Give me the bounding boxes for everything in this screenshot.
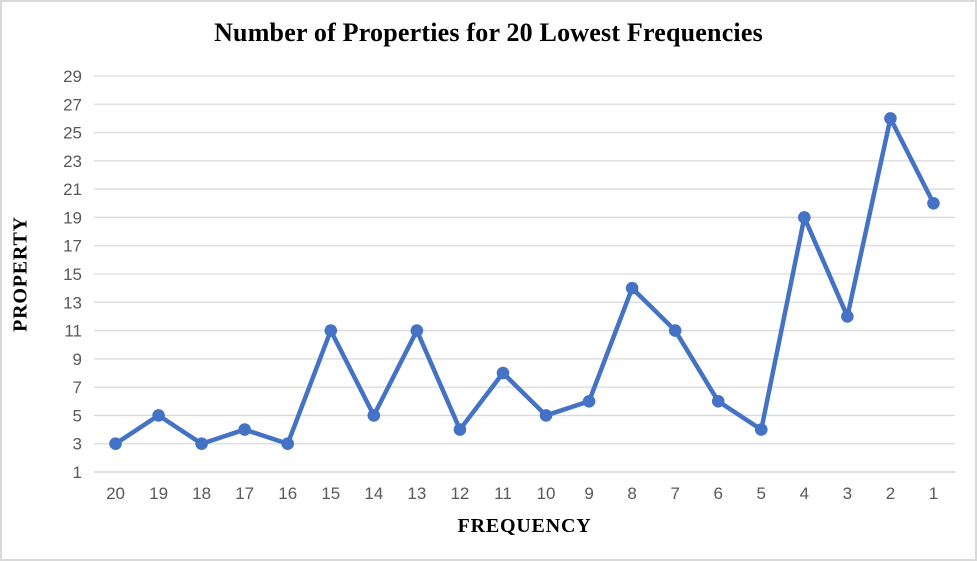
x-tick-label: 5 [757, 484, 766, 503]
y-tick-label: 29 [63, 67, 82, 86]
data-point-marker [582, 394, 596, 408]
y-tick-label: 7 [73, 378, 82, 397]
x-tick-label: 6 [713, 484, 722, 503]
data-point-marker [798, 211, 811, 224]
data-point-marker [625, 281, 639, 295]
y-tick-label: 23 [63, 152, 82, 171]
data-point-marker [453, 423, 467, 436]
x-axis-title: FREQUENCY [457, 515, 592, 537]
data-point-marker [884, 112, 897, 125]
data-point-marker [152, 409, 165, 422]
data-point-marker [496, 366, 510, 380]
data-point-marker [238, 423, 251, 436]
data-point-marker [281, 437, 295, 451]
data-point-marker [711, 394, 725, 408]
x-tick-label: 14 [364, 484, 383, 503]
y-tick-label: 11 [64, 322, 82, 341]
x-tick-label: 9 [584, 484, 593, 503]
x-tick-label: 15 [321, 484, 340, 503]
x-tick-label: 3 [843, 484, 852, 503]
x-tick-label: 12 [450, 484, 469, 503]
x-tick-label: 1 [929, 484, 938, 503]
data-point-marker [367, 409, 381, 422]
x-tick-label: 20 [106, 484, 125, 503]
x-tick-label: 4 [800, 484, 809, 503]
x-tick-label: 16 [278, 484, 297, 503]
x-tick-label: 17 [235, 484, 254, 503]
x-tick-label: 13 [407, 484, 426, 503]
y-tick-label: 21 [63, 180, 82, 199]
data-point-marker [668, 324, 682, 337]
y-tick-label: 13 [63, 293, 82, 312]
y-tick-label: 27 [63, 95, 82, 114]
y-tick-label: 25 [63, 124, 82, 143]
y-tick-label: 3 [73, 435, 82, 454]
x-tick-label: 19 [149, 484, 168, 503]
data-point-marker [754, 423, 768, 436]
y-tick-label: 17 [63, 237, 82, 256]
data-point-marker [324, 324, 338, 337]
y-tick-label: 1 [73, 463, 82, 482]
data-point-marker [539, 409, 553, 422]
data-point-marker [195, 437, 208, 451]
data-point-marker [841, 310, 854, 323]
y-tick-label: 5 [73, 406, 82, 425]
data-point-marker [109, 437, 122, 451]
x-tick-label: 18 [192, 484, 211, 503]
x-tick-label: 2 [886, 484, 895, 503]
x-tick-label: 10 [537, 484, 556, 503]
x-tick-label: 7 [670, 484, 679, 503]
data-point-marker [927, 196, 940, 210]
y-tick-label: 15 [63, 265, 82, 284]
data-point-marker [410, 324, 424, 337]
x-tick-label: 8 [627, 484, 636, 503]
data-series-line [113, 116, 936, 446]
chart-title: Number of Properties for 20 Lowest Frequ… [214, 18, 763, 47]
y-tick-label: 19 [63, 208, 82, 227]
y-tick-label: 9 [73, 350, 82, 369]
x-tick-label: 11 [494, 484, 512, 503]
